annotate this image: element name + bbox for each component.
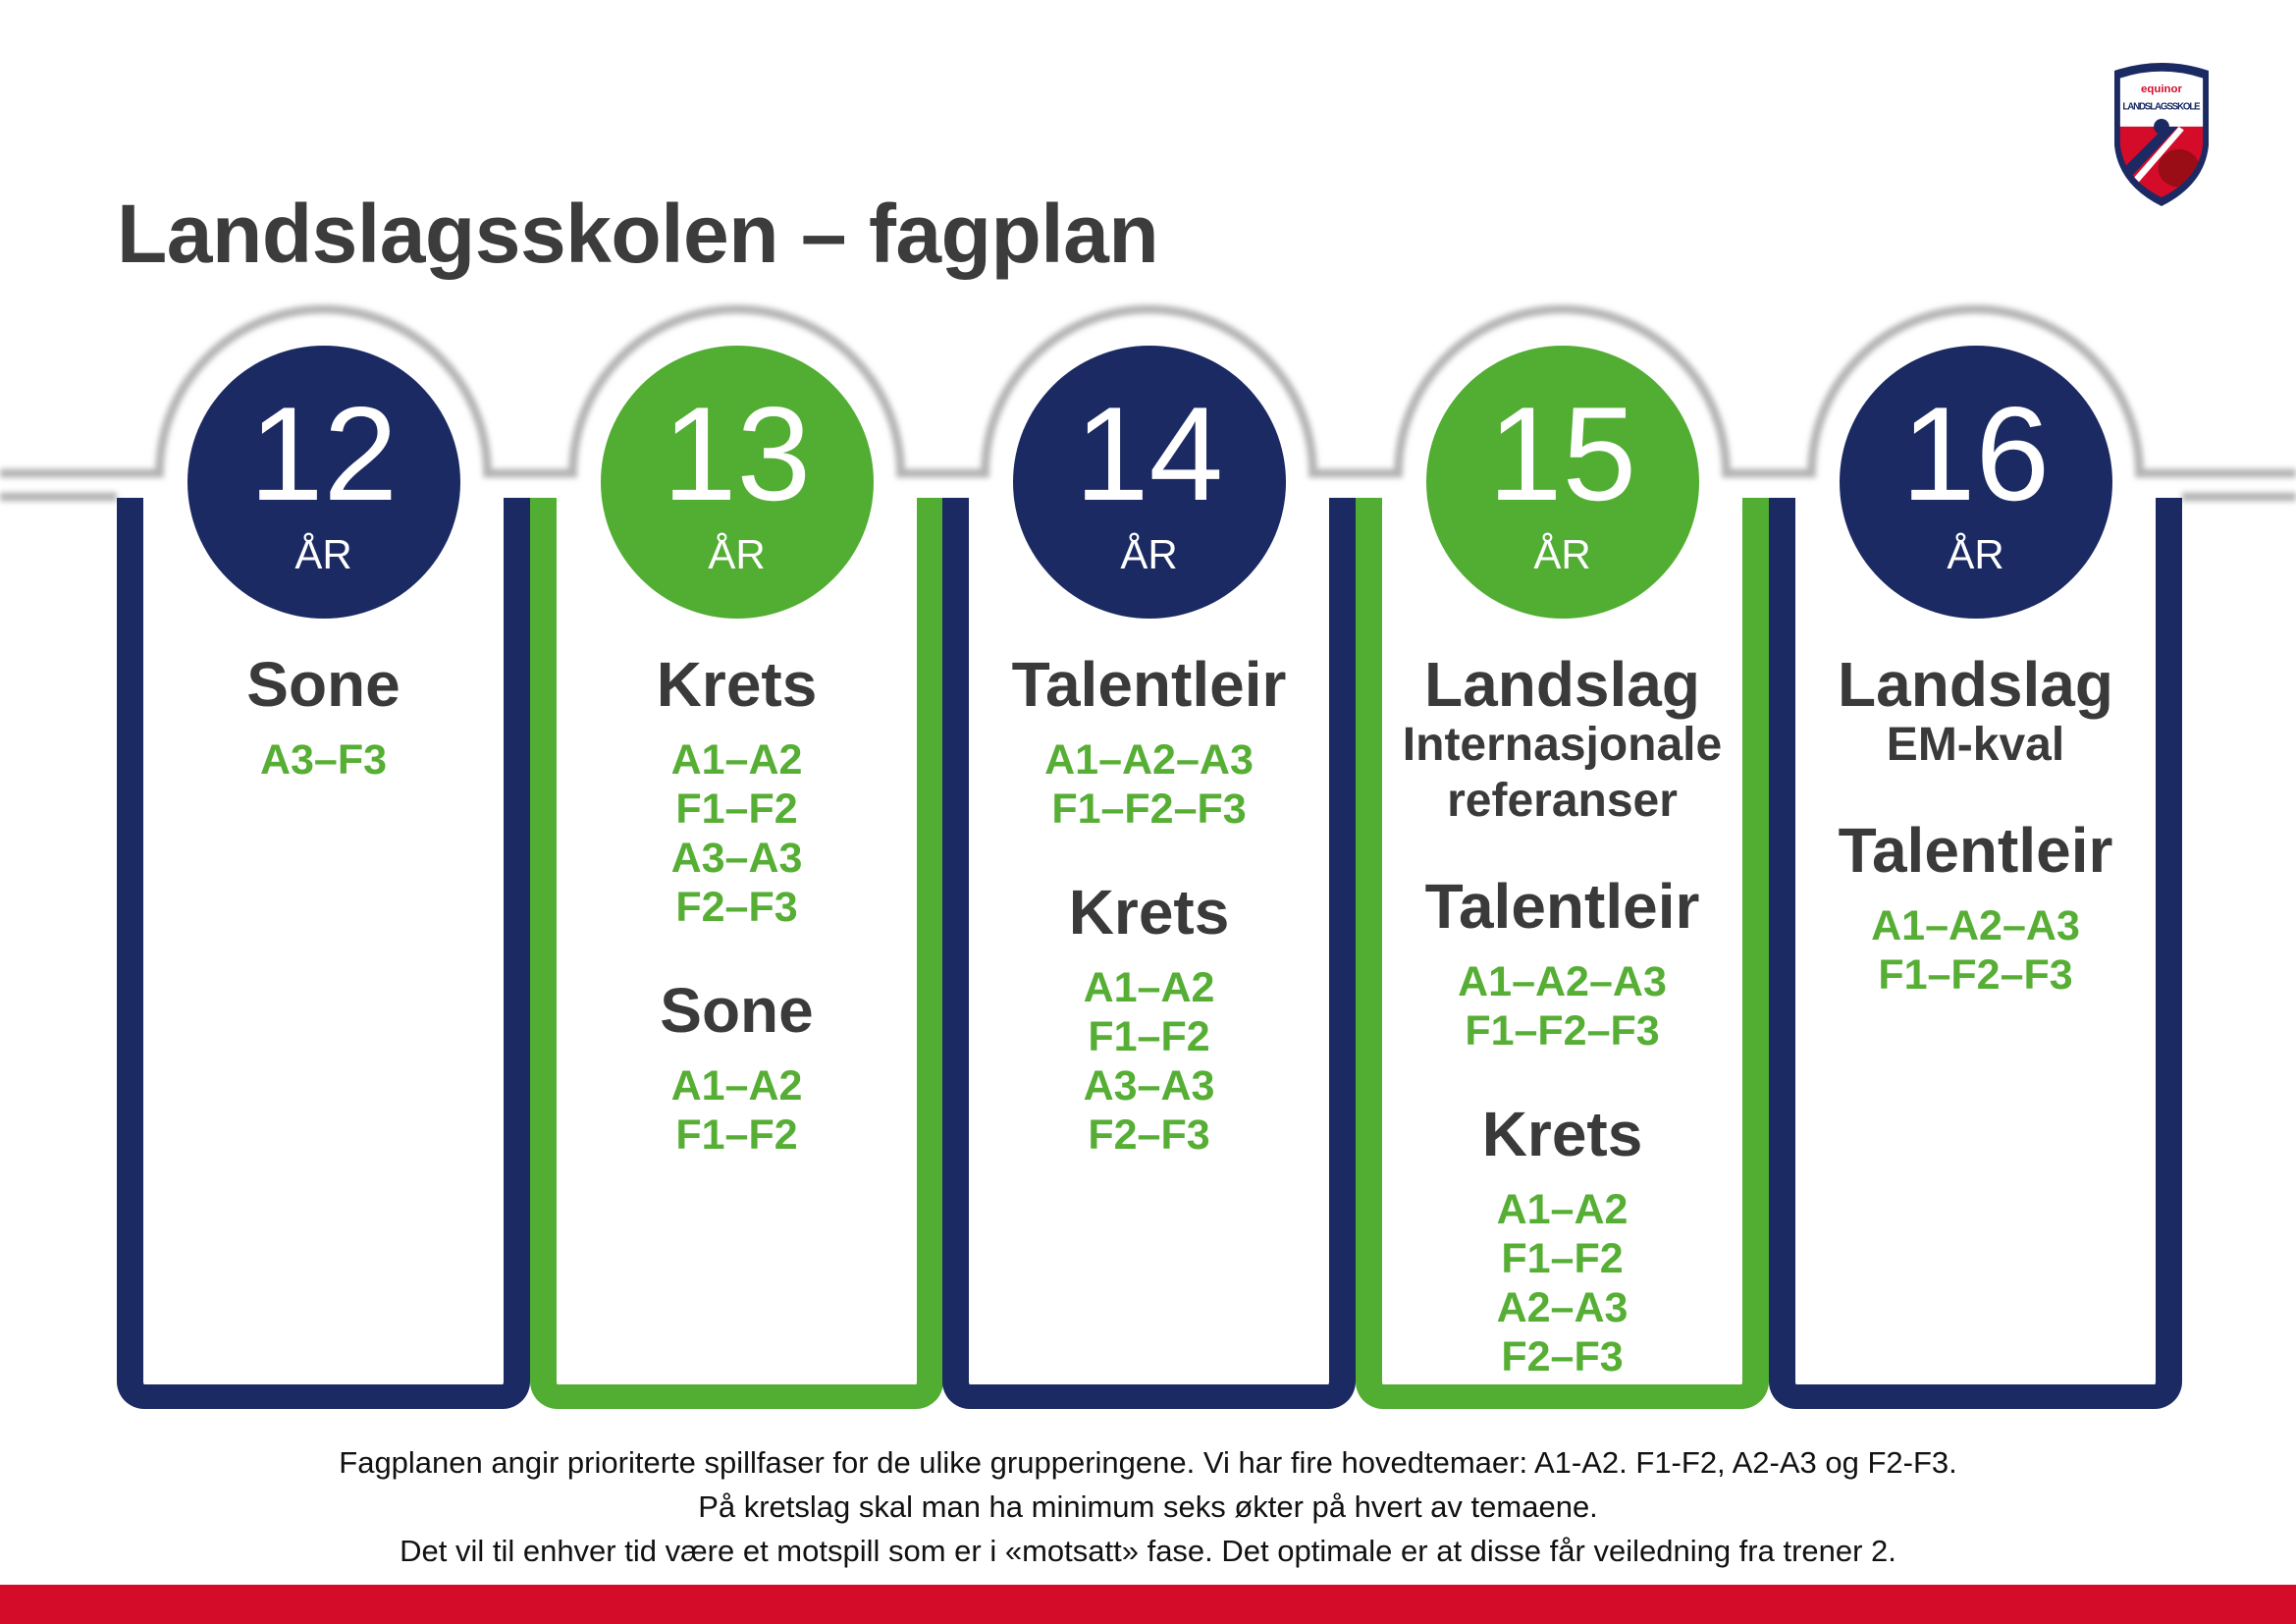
phase-item: F1–F2 — [675, 1111, 798, 1159]
age-badge: 16 ÅR — [1839, 346, 2112, 619]
level-group: Sone A1–A2 F1–F2 — [530, 979, 943, 1160]
level-heading: Sone — [246, 649, 400, 720]
age-unit: ÅR — [1120, 531, 1178, 577]
level-heading: Krets — [1481, 1099, 1643, 1169]
column-content: Krets A1–A2 F1–F2 A3–A3 F2–F3 Sone A1–A2 F1–F2 — [530, 653, 943, 1160]
column-content: Landslag EM-kval Talentleir A1–A2–A3 F1–F2–… — [1769, 653, 2182, 1000]
age-number: 13 — [662, 379, 812, 528]
age-column-16 — [1769, 498, 2182, 1409]
svg-text:equinor: equinor — [2141, 83, 2182, 95]
level-heading: Landslag — [1424, 649, 1700, 720]
phase-list: A3–F3 — [117, 735, 530, 785]
level-heading: Landslag — [1838, 649, 2113, 720]
column-content: Landslag Internasjonale referanser Talentl… — [1356, 653, 1769, 1381]
phase-item: F1–F2 — [675, 785, 798, 833]
page-title: Landslagsskolen – fagplan — [117, 188, 1159, 280]
level-group: Krets A1–A2 F1–F2 A3–A3 F2–F3 — [942, 881, 1356, 1160]
phase-item: A1–A2 — [670, 736, 803, 784]
red-bottom-bar — [0, 1585, 2296, 1624]
footer-line: På kretslag skal man ha minimum seks økt… — [698, 1489, 1598, 1524]
level-group: Sone A3–F3 — [117, 653, 530, 785]
phase-item: F2–F3 — [1501, 1333, 1624, 1380]
phase-list: A1–A2–A3 F1–F2–F3 — [942, 735, 1356, 834]
level-heading: Sone — [660, 975, 814, 1046]
level-group: Talentleir A1–A2–A3 F1–F2–F3 — [1356, 875, 1769, 1056]
footer-line: Fagplanen angir prioriterte spillfaser f… — [339, 1445, 1957, 1480]
age-column-15 — [1356, 498, 1769, 1409]
phase-list: A1–A2 F1–F2 A3–A3 F2–F3 — [942, 963, 1356, 1160]
level-subtitle: EM-kval — [1886, 719, 2065, 771]
level-group: Krets A1–A2 F1–F2 A3–A3 F2–F3 — [530, 653, 943, 932]
age-number: 15 — [1487, 379, 1637, 528]
level-group: Landslag EM-kval — [1769, 653, 2182, 772]
arch-divider — [0, 304, 2296, 502]
footer-line: Det vil til enhver tid være et motspill … — [400, 1534, 1896, 1568]
phase-list: A1–A2 F1–F2 A3–A3 F2–F3 — [530, 735, 943, 932]
level-heading: Krets — [1068, 877, 1230, 947]
level-subtitle: Internasjonale — [1402, 719, 1723, 771]
footer-note: Fagplanen angir prioriterte spillfaser f… — [0, 1440, 2296, 1573]
phase-item: F1–F2–F3 — [1878, 951, 2073, 999]
age-badge: 14 ÅR — [1012, 346, 1286, 619]
phase-item: F1–F2 — [1088, 1013, 1210, 1060]
age-number: 14 — [1074, 379, 1224, 528]
phase-item: A1–A2 — [670, 1062, 803, 1110]
phase-item: F1–F2 — [1501, 1235, 1624, 1282]
phase-list: A1–A2 F1–F2 — [530, 1061, 943, 1160]
age-badge: 13 ÅR — [600, 346, 874, 619]
level-group: Talentleir A1–A2–A3 F1–F2–F3 — [942, 653, 1356, 834]
phase-item: A3–A3 — [1083, 1062, 1215, 1110]
phase-item: A1–A2 — [1496, 1186, 1629, 1233]
phase-item: F2–F3 — [1088, 1111, 1210, 1159]
phase-item: A1–A2–A3 — [1871, 902, 2080, 949]
age-number: 16 — [1900, 379, 2051, 528]
phase-item: A3–A3 — [670, 835, 803, 882]
phase-item: F1–F2–F3 — [1465, 1007, 1660, 1055]
phase-item: A3–F3 — [259, 736, 388, 784]
svg-text:LANDSLAGSSKOLE: LANDSLAGSSKOLE — [2122, 101, 2201, 112]
level-heading: Talentleir — [1011, 649, 1287, 720]
column-content: Sone A3–F3 — [117, 653, 530, 785]
age-unit: ÅR — [294, 531, 352, 577]
phase-item: A1–A2–A3 — [1458, 958, 1667, 1005]
level-subtitle: referanser — [1447, 775, 1678, 827]
column-body — [1382, 498, 1742, 1384]
column-body — [969, 498, 1329, 1384]
level-heading: Krets — [656, 649, 818, 720]
level-heading: Talentleir — [1838, 815, 2113, 886]
age-unit: ÅR — [1533, 531, 1591, 577]
phase-item: F2–F3 — [675, 884, 798, 931]
age-unit: ÅR — [708, 531, 766, 577]
level-group: Talentleir A1–A2–A3 F1–F2–F3 — [1769, 819, 2182, 1000]
phase-item: F1–F2–F3 — [1051, 785, 1247, 833]
level-heading: Talentleir — [1424, 871, 1700, 942]
phase-item: A2–A3 — [1496, 1284, 1629, 1331]
column-body — [557, 498, 917, 1384]
arch-line — [0, 304, 2296, 478]
column-content: Talentleir A1–A2–A3 F1–F2–F3 Krets A1–A2 F1–… — [942, 653, 1356, 1160]
column-body — [1795, 498, 2156, 1384]
phase-item: A1–A2–A3 — [1044, 736, 1254, 784]
level-group: Landslag Internasjonale referanser — [1356, 653, 1769, 828]
age-unit: ÅR — [1947, 531, 2004, 577]
phase-list: A1–A2 F1–F2 A2–A3 F2–F3 — [1356, 1185, 1769, 1381]
landslagsskole-logo: equinor LANDSLAGSSKOLE — [2114, 63, 2209, 206]
age-column-12 — [117, 498, 530, 1409]
phase-list: A1–A2–A3 F1–F2–F3 — [1769, 901, 2182, 1000]
phase-item: A1–A2 — [1083, 964, 1215, 1011]
age-badge: 12 ÅR — [187, 346, 460, 619]
age-column-14 — [942, 498, 1356, 1409]
level-group: Krets A1–A2 F1–F2 A2–A3 F2–F3 — [1356, 1103, 1769, 1381]
phase-list: A1–A2–A3 F1–F2–F3 — [1356, 957, 1769, 1056]
column-body — [143, 498, 504, 1384]
age-column-13 — [530, 498, 943, 1409]
age-number: 12 — [248, 379, 399, 528]
age-badge: 15 ÅR — [1425, 346, 1699, 619]
